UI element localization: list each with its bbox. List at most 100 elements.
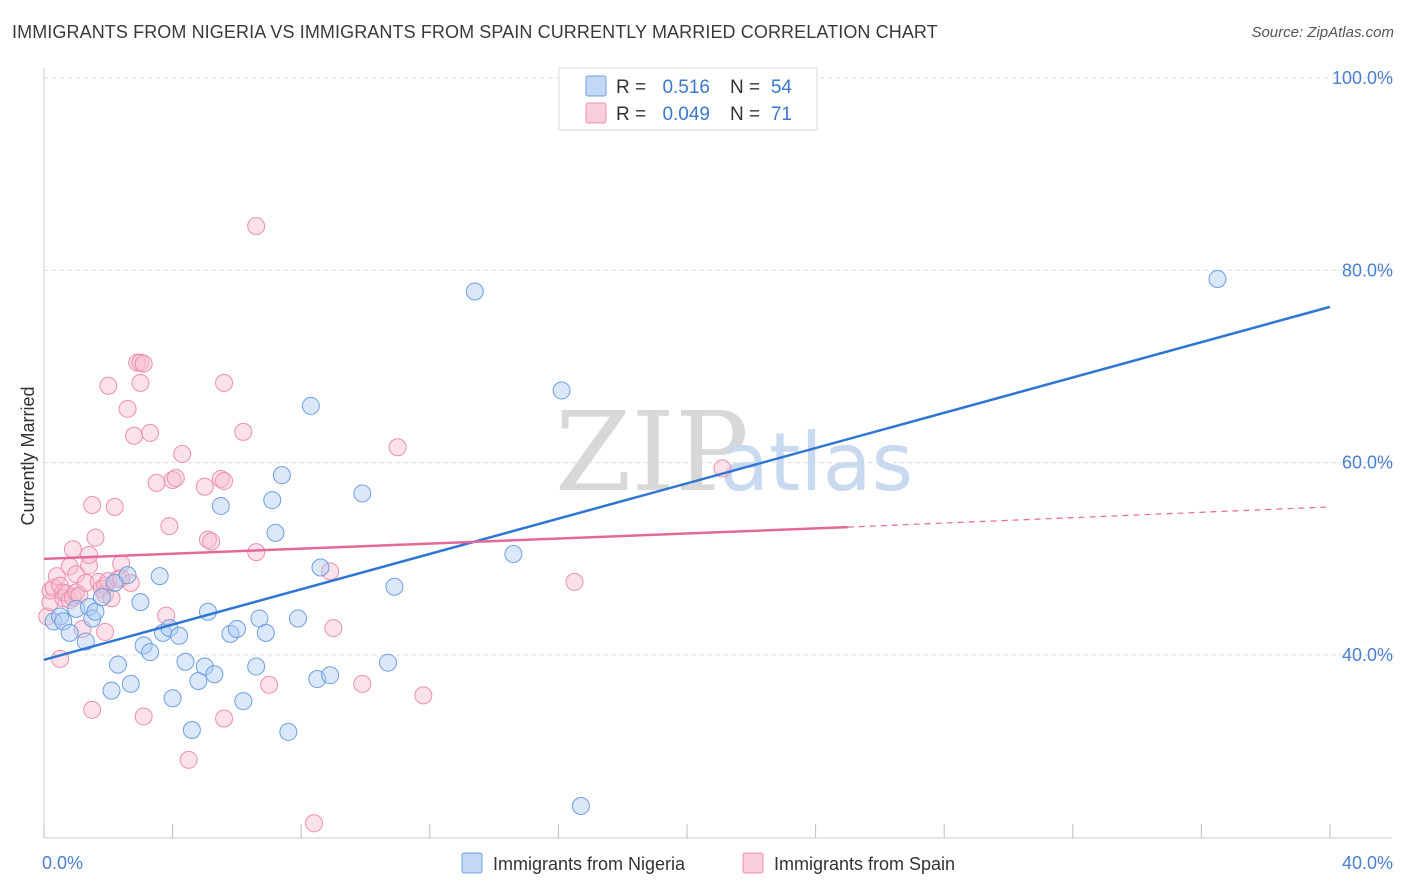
- spain-point-50: [195, 477, 214, 496]
- source-credit: Source: ZipAtlas.com: [1251, 24, 1394, 41]
- nigeria-point-18: [150, 567, 169, 586]
- x-tick-label-min: 0.0%: [42, 853, 83, 873]
- nigeria-point-28: [205, 665, 224, 684]
- legend-r-label-nigeria: R =: [616, 77, 646, 98]
- nigeria-point-41: [301, 396, 320, 415]
- nigeria-point-1: [51, 607, 70, 626]
- nigeria-point-21: [163, 689, 182, 708]
- nigeria-point-40: [288, 609, 307, 628]
- nigeria-point-32: [234, 692, 253, 711]
- nigeria-point-35: [256, 623, 275, 642]
- bottom-legend: Immigrants from Nigeria Immigrants from …: [461, 852, 955, 874]
- spain-point-27: [96, 622, 115, 641]
- y-tick-labels: 40.0% 60.0% 80.0% 100.0%: [1332, 68, 1393, 665]
- legend-n-label-spain: N =: [730, 104, 760, 125]
- spain-point-13: [63, 540, 82, 559]
- nigeria-point-23: [176, 652, 195, 671]
- nigeria-point-45: [353, 484, 372, 503]
- spain-point-48: [173, 445, 192, 464]
- nigeria-point-9: [92, 588, 111, 607]
- trendlines: [43, 305, 1331, 662]
- spain-point-59: [260, 675, 279, 694]
- legend-swatch-spain: [585, 102, 607, 124]
- nigeria-point-2: [54, 612, 73, 631]
- x-tick-label-max: 40.0%: [1342, 853, 1393, 873]
- nigeria-point-37: [266, 523, 285, 542]
- spain-point-35: [118, 399, 137, 418]
- watermark-zip: ZIP: [555, 388, 749, 516]
- spain-point-20: [80, 545, 99, 564]
- spain-points: [38, 217, 732, 833]
- nigeria-point-29: [211, 496, 230, 515]
- axes: [43, 68, 1392, 839]
- spain-point-40: [131, 373, 150, 392]
- spain-point-69: [134, 354, 153, 373]
- nigeria-point-49: [504, 545, 523, 564]
- gridlines: [44, 77, 1392, 656]
- spain-point-54: [215, 471, 234, 490]
- spain-point-53: [211, 470, 230, 489]
- spain-point-64: [388, 438, 407, 457]
- spain-point-52: [202, 532, 221, 551]
- nigeria-point-17: [141, 643, 160, 662]
- spain-point-57: [234, 422, 253, 441]
- legend: R = 0.516 N = 54 R = 0.049 N = 71: [558, 67, 818, 131]
- spain-point-37: [125, 426, 144, 445]
- nigeria-trend-line: [43, 305, 1331, 662]
- nigeria-point-11: [108, 655, 127, 674]
- nigeria-point-39: [279, 722, 298, 741]
- nigeria-point-15: [131, 593, 150, 612]
- spain-point-66: [565, 572, 584, 591]
- bottom-legend-label-nigeria: Immigrants from Nigeria: [493, 854, 686, 874]
- bottom-legend-label-spain: Immigrants from Spain: [774, 854, 955, 874]
- nigeria-point-3: [60, 623, 79, 642]
- legend-n-label-nigeria: N =: [730, 77, 760, 98]
- nigeria-point-13: [121, 674, 140, 693]
- watermark-atlas: atlas: [720, 416, 913, 509]
- spain-point-31: [102, 589, 121, 608]
- nigeria-point-26: [195, 657, 214, 676]
- spain-point-63: [353, 674, 372, 693]
- spain-point-58: [247, 543, 266, 562]
- nigeria-point-51: [571, 796, 590, 815]
- spain-trend-line-extrapolated: [847, 506, 1331, 528]
- legend-r-value-nigeria: 0.516: [662, 77, 710, 98]
- spain-point-32: [105, 497, 124, 516]
- legend-n-value-spain: 71: [771, 104, 792, 125]
- nigeria-point-47: [385, 577, 404, 596]
- spain-point-56: [215, 709, 234, 728]
- nigeria-point-38: [272, 466, 291, 485]
- nigeria-point-44: [321, 666, 340, 685]
- bottom-legend-swatch-nigeria: [461, 852, 483, 874]
- spain-point-55: [215, 373, 234, 392]
- spain-point-21: [83, 495, 102, 514]
- nigeria-point-52: [1208, 269, 1227, 288]
- spain-point-43: [147, 473, 166, 492]
- nigeria-point-31: [227, 620, 246, 639]
- nigeria-point-12: [118, 566, 137, 585]
- spain-point-18: [76, 573, 95, 592]
- spain-point-47: [166, 469, 185, 488]
- nigeria-point-50: [552, 381, 571, 400]
- legend-r-value-spain: 0.049: [662, 104, 710, 125]
- spain-point-30: [99, 376, 118, 395]
- spain-point-49: [179, 750, 198, 769]
- nigeria-point-33: [247, 657, 266, 676]
- nigeria-point-5: [76, 632, 95, 651]
- spain-point-22: [83, 700, 102, 719]
- nigeria-point-36: [263, 491, 282, 510]
- chart-title: IMMIGRANTS FROM NIGERIA VS IMMIGRANTS FR…: [12, 22, 938, 42]
- nigeria-point-16: [134, 636, 153, 655]
- y-tick-label-100: 100.0%: [1332, 68, 1393, 88]
- spain-point-23: [86, 528, 105, 547]
- x-ticks: [43, 824, 1331, 838]
- nigeria-point-14: [102, 681, 121, 700]
- spain-point-60: [305, 814, 324, 833]
- bottom-legend-swatch-spain: [742, 852, 764, 874]
- spain-trend-line: [43, 525, 848, 561]
- y-tick-label-60: 60.0%: [1342, 453, 1393, 473]
- spain-point-61: [321, 562, 340, 581]
- spain-point-4: [47, 567, 66, 586]
- legend-n-value-nigeria: 54: [771, 77, 793, 98]
